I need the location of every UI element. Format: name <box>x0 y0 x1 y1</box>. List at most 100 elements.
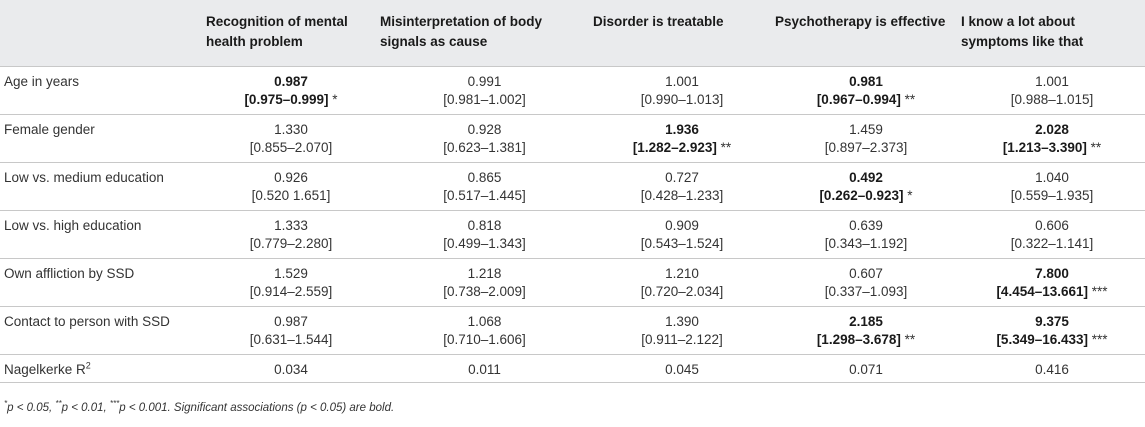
nagelkerke-value: 0.011 <box>468 361 501 377</box>
odds-ratio: 0.606 <box>1035 217 1069 233</box>
table-footnote: *p < 0.05, **p < 0.01, ***p < 0.001. Sig… <box>4 399 394 414</box>
confidence-interval: [0.428–1.233] <box>640 188 724 203</box>
odds-ratio: 1.390 <box>665 313 699 329</box>
odds-ratio: 0.727 <box>665 169 699 185</box>
confidence-interval: [1.282–2.923] <box>632 140 717 155</box>
confidence-interval-line: [0.631–1.544] <box>204 331 378 350</box>
table-cell: 0.928 [0.623–1.381] <box>378 114 591 162</box>
table-cell: 1.390 [0.911–2.122] <box>591 306 773 354</box>
significance-stars: ** <box>720 140 732 155</box>
row-label: Female gender <box>4 121 95 137</box>
significance-stars: *** <box>1091 284 1108 299</box>
odds-ratio: 0.607 <box>849 265 883 281</box>
confidence-interval-line: [1.213–3.390] ** <box>959 139 1145 158</box>
confidence-interval-line: [0.710–1.606] <box>378 331 591 350</box>
footnote-star-1: * <box>4 399 8 409</box>
confidence-interval: [0.559–1.935] <box>1010 188 1094 203</box>
confidence-interval: [0.343–1.192] <box>824 236 908 251</box>
confidence-interval-line: [0.897–2.373] <box>773 139 959 158</box>
footnote-star-2: ** <box>55 399 62 409</box>
significance-stars: ** <box>1090 140 1102 155</box>
confidence-interval-line: [0.738–2.009] <box>378 283 591 302</box>
odds-ratio: 2.185 <box>849 313 883 329</box>
table-cell: 0.639 [0.343–1.192] <box>773 210 959 258</box>
nagelkerke-label: Nagelkerke R <box>4 361 86 377</box>
confidence-interval-line: [0.517–1.445] <box>378 187 591 206</box>
confidence-interval: [0.337–1.093] <box>824 284 908 299</box>
significance-stars: ** <box>904 332 916 347</box>
nagelkerke-value: 0.045 <box>665 361 699 377</box>
confidence-interval: [5.349–16.433] <box>996 332 1089 347</box>
odds-ratio: 1.001 <box>1035 73 1069 89</box>
odds-ratio: 0.926 <box>274 169 308 185</box>
table-cell: 0.926 [0.520 1.651] <box>204 162 378 210</box>
header-misinterpretation: Misinterpretation of body signals as cau… <box>380 14 542 49</box>
confidence-interval: [4.454–13.661] <box>996 284 1089 299</box>
table-row: Female gender 1.330 [0.855–2.070] 0.928 [0.6… <box>0 114 1145 162</box>
header-empty <box>0 0 204 66</box>
footnote-text-1: p < 0.05, <box>7 402 56 414</box>
table-row: Own affliction by SSD 1.529 [0.914–2.559] 1… <box>0 258 1145 306</box>
odds-ratio: 0.991 <box>467 73 502 89</box>
odds-ratio: 0.492 <box>849 169 883 185</box>
table-cell: 1.040 [0.559–1.935] <box>959 162 1145 210</box>
confidence-interval-line: [0.967–0.994] ** <box>773 91 959 110</box>
header-psychotherapy: Psychotherapy is effective <box>775 14 946 29</box>
row-label: Low vs. medium education <box>4 169 164 185</box>
table-cell: 0.606 [0.322–1.141] <box>959 210 1145 258</box>
confidence-interval: [0.631–1.544] <box>249 332 333 347</box>
table-row: Low vs. medium education 0.926 [0.520 1.65… <box>0 162 1145 210</box>
table-cell: 2.185 [1.298–3.678] ** <box>773 306 959 354</box>
table-cell: 0.981 [0.967–0.994] ** <box>773 66 959 114</box>
odds-ratio: 1.040 <box>1035 169 1069 185</box>
odds-ratio: 2.028 <box>1035 121 1069 137</box>
significance-stars: *** <box>1091 332 1108 347</box>
footnote-text-2: p < 0.01, <box>61 402 110 414</box>
odds-ratio: 1.001 <box>665 73 699 89</box>
table-cell: 1.001 [0.988–1.015] <box>959 66 1145 114</box>
nagelkerke-value: 0.071 <box>849 361 883 377</box>
confidence-interval: [0.262–0.923] <box>819 188 904 203</box>
confidence-interval-line: [0.914–2.559] <box>204 283 378 302</box>
confidence-interval-line: [4.454–13.661] *** <box>959 283 1145 302</box>
table-cell: 0.727 [0.428–1.233] <box>591 162 773 210</box>
confidence-interval: [1.298–3.678] <box>816 332 901 347</box>
confidence-interval: [0.720–2.034] <box>640 284 724 299</box>
odds-ratio: 1.068 <box>467 313 502 329</box>
confidence-interval: [0.779–2.280] <box>249 236 333 251</box>
confidence-interval: [0.967–0.994] <box>816 92 901 107</box>
nagelkerke-row: Nagelkerke R2 0.034 0.011 0.045 0.071 0.… <box>0 354 1145 382</box>
odds-ratio: 9.375 <box>1035 313 1069 329</box>
odds-ratio: 1.529 <box>274 265 308 281</box>
confidence-interval: [0.499–1.343] <box>443 236 526 251</box>
table-cell: 0.991 [0.981–1.002] <box>378 66 591 114</box>
confidence-interval: [0.911–2.122] <box>641 332 723 347</box>
table-cell: 9.375 [5.349–16.433] *** <box>959 306 1145 354</box>
confidence-interval: [0.710–1.606] <box>443 332 526 347</box>
confidence-interval: [0.322–1.141] <box>1010 236 1094 251</box>
confidence-interval-line: [0.911–2.122] <box>591 331 773 350</box>
confidence-interval-line: [0.623–1.381] <box>378 139 591 158</box>
confidence-interval-line: [0.322–1.141] <box>959 235 1145 254</box>
confidence-interval-line: [0.262–0.923] * <box>773 187 959 206</box>
significance-stars: * <box>907 188 913 203</box>
row-label: Contact to person with SSD <box>4 313 170 329</box>
confidence-interval-line: [0.975–0.999] * <box>204 91 378 110</box>
odds-ratio: 0.981 <box>849 73 883 89</box>
confidence-interval-line: [0.543–1.524] <box>591 235 773 254</box>
row-label: Low vs. high education <box>4 217 142 233</box>
odds-ratio: 1.333 <box>274 217 308 233</box>
confidence-interval: [0.543–1.524] <box>640 236 724 251</box>
confidence-interval-line: [0.855–2.070] <box>204 139 378 158</box>
odds-ratio: 0.987 <box>274 313 308 329</box>
confidence-interval: [0.975–0.999] <box>244 92 329 107</box>
odds-ratio: 0.639 <box>849 217 883 233</box>
odds-ratio: 1.330 <box>274 121 308 137</box>
confidence-interval-line: [1.282–2.923] ** <box>591 139 773 158</box>
table-cell: 1.001 [0.990–1.013] <box>591 66 773 114</box>
table-cell: 0.607 [0.337–1.093] <box>773 258 959 306</box>
confidence-interval-line: [0.990–1.013] <box>591 91 773 110</box>
confidence-interval-line: [0.720–2.034] <box>591 283 773 302</box>
table-cell: 0.909 [0.543–1.524] <box>591 210 773 258</box>
odds-ratio: 0.865 <box>467 169 502 185</box>
